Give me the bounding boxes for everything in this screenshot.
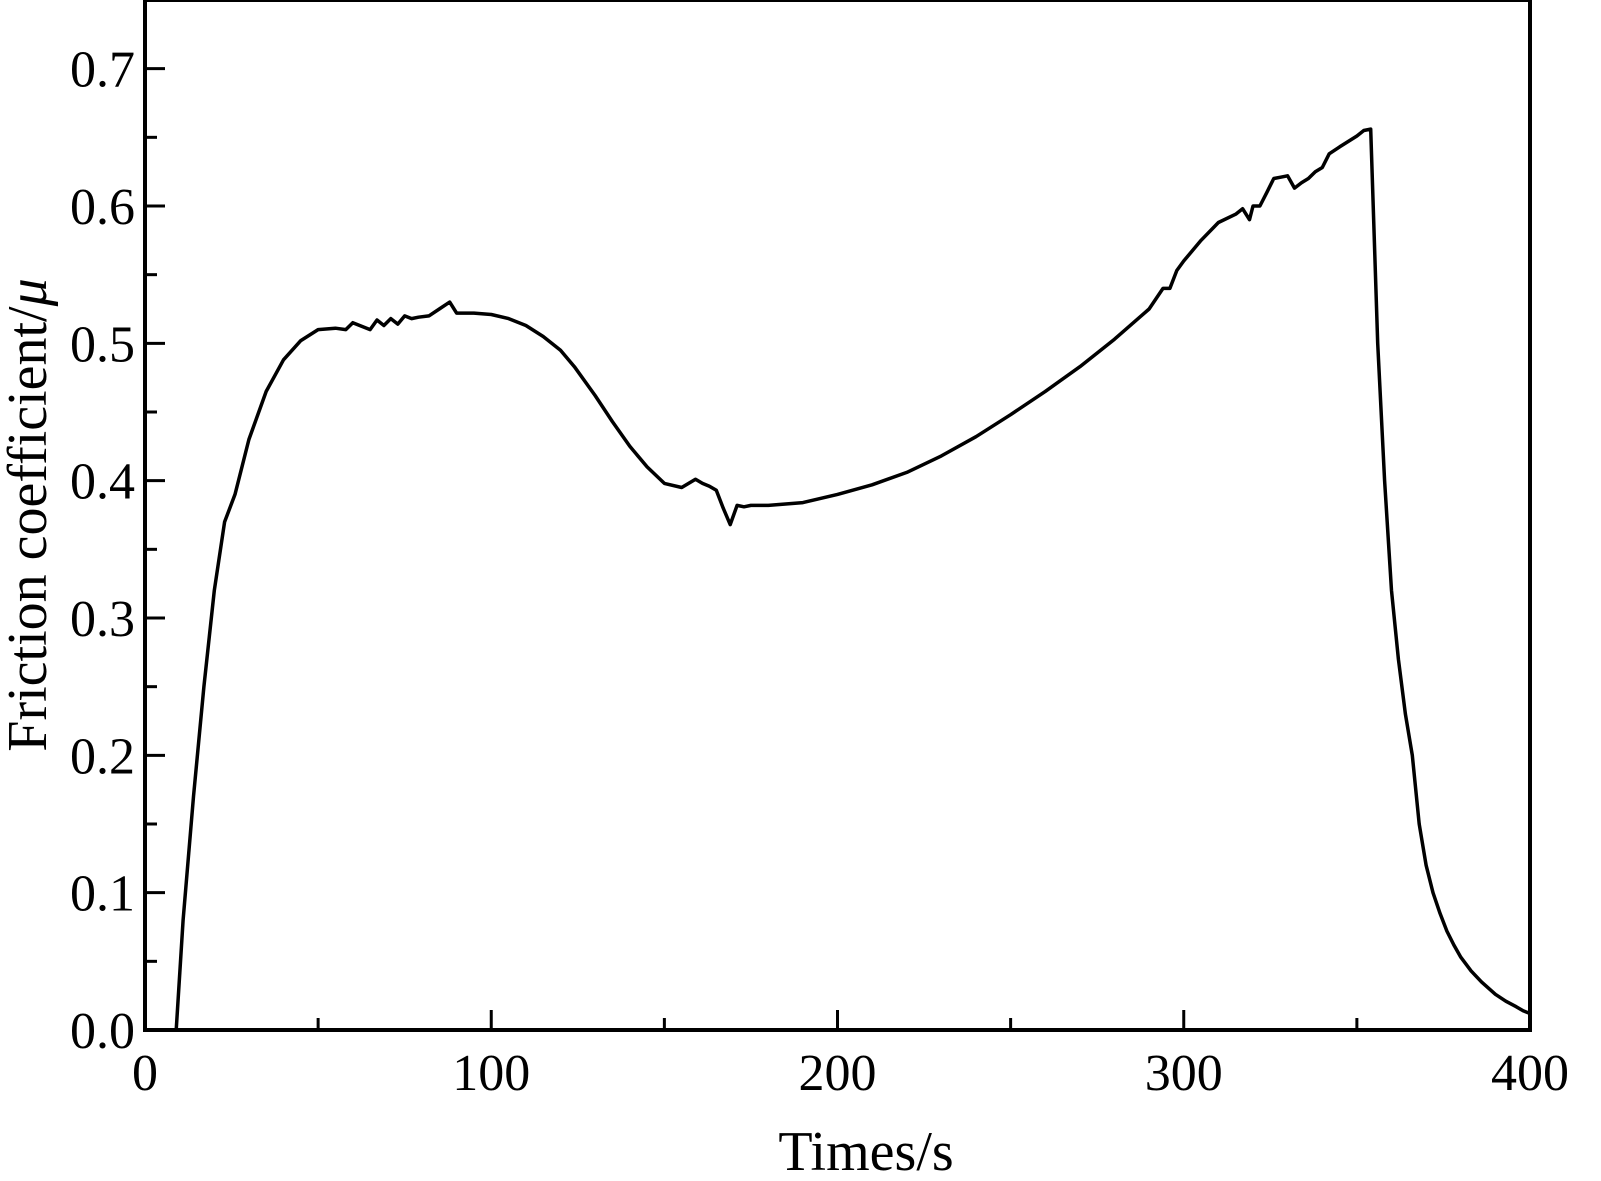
- x-tick-label: 0: [132, 1045, 158, 1102]
- y-tick-label: 0.7: [70, 42, 135, 99]
- y-axis-title-symbol: μ: [0, 278, 59, 307]
- y-tick-label: 0.2: [70, 728, 135, 785]
- x-tick-label: 400: [1491, 1045, 1569, 1102]
- x-axis-title: Times/s: [778, 1121, 953, 1181]
- y-tick-label: 0.0: [70, 1003, 135, 1060]
- x-axis-ticks: 0 100 200 300 400: [132, 1010, 1569, 1102]
- series-line: [174, 127, 1531, 1031]
- y-tick-label: 0.6: [70, 179, 135, 236]
- x-tick-label: 300: [1145, 1045, 1223, 1102]
- y-tick-label: 0.5: [70, 316, 135, 373]
- y-tick-label: 0.4: [70, 454, 135, 511]
- y-axis-title: Friction coefficient/μ: [0, 278, 59, 751]
- x-tick-label: 100: [452, 1045, 530, 1102]
- y-tick-label: 0.3: [70, 591, 135, 648]
- y-axis-title-text: Friction coefficient/: [0, 306, 59, 752]
- plot-frame: [143, 0, 1532, 1032]
- x-tick-label: 200: [799, 1045, 877, 1102]
- y-axis-ticks: 0.0 0.1 0.2 0.3 0.4 0.5 0.6 0.7: [70, 0, 165, 1060]
- y-tick-label: 0.1: [70, 866, 135, 923]
